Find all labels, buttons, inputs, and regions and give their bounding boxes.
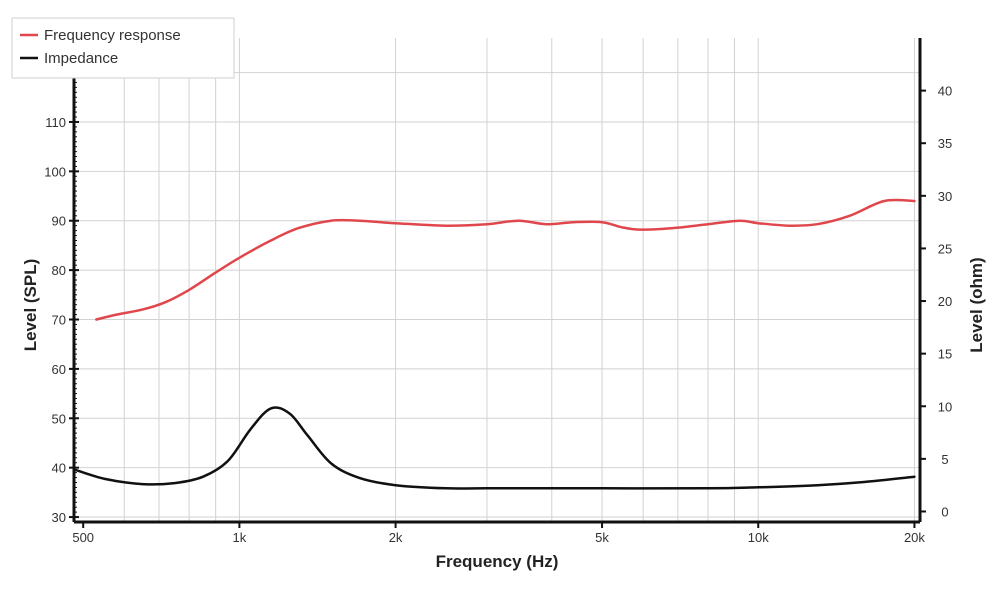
x-tick-label: 10k — [748, 530, 769, 545]
x-ticks: 500 1k 2k 5k 10k 20k — [72, 522, 925, 545]
series-layer — [72, 198, 916, 490]
legend: Frequency response Impedance — [11, 17, 235, 79]
y-right-tick-label: 40 — [938, 84, 952, 99]
legend-label-frequency-response: Frequency response — [44, 27, 181, 44]
y-axis-title-left: Level (SPL) — [21, 259, 40, 352]
y-left-tick-label: 30 — [52, 510, 66, 525]
legend-box — [11, 17, 235, 79]
y-left-tick-label: 50 — [52, 411, 66, 426]
y-left-tick-label: 80 — [52, 263, 66, 278]
y-right-tick-label: 15 — [938, 347, 952, 362]
series-line-frequency-response — [95, 198, 916, 321]
y-grid — [74, 72, 920, 518]
y-left-tick-label: 100 — [44, 164, 66, 179]
x-axis-title: Frequency (Hz) — [436, 552, 559, 571]
x-tick-label: 5k — [595, 530, 609, 545]
x-tick-label: 20k — [904, 530, 925, 545]
y-left-tick-label: 60 — [52, 362, 66, 377]
y-left-tick-label: 110 — [45, 115, 66, 130]
y-right-tick-label: 30 — [938, 189, 952, 204]
y-axis-title-right: Level (ohm) — [967, 257, 986, 352]
x-tick-label: 500 — [72, 530, 94, 545]
y-right-tick-label: 5 — [941, 452, 948, 467]
y-left-tick-label: 70 — [52, 313, 66, 328]
x-tick-label: 1k — [233, 530, 247, 545]
y-right-tick-label: 10 — [938, 399, 952, 414]
x-grid — [123, 38, 915, 522]
y-right-tick-label: 25 — [938, 241, 952, 256]
y-left-tick-label: 40 — [52, 461, 66, 476]
y-left-tick-label: 90 — [52, 214, 66, 229]
y-right-tick-label: 0 — [941, 504, 948, 519]
y-right-tick-label: 20 — [938, 294, 952, 309]
x-tick-label: 2k — [389, 530, 403, 545]
y-right-ticks: 0 5 10 15 20 25 30 35 40 — [920, 84, 952, 519]
series-line-impedance — [72, 406, 916, 490]
legend-label-impedance: Impedance — [44, 50, 118, 67]
y-right-tick-label: 35 — [938, 136, 952, 151]
